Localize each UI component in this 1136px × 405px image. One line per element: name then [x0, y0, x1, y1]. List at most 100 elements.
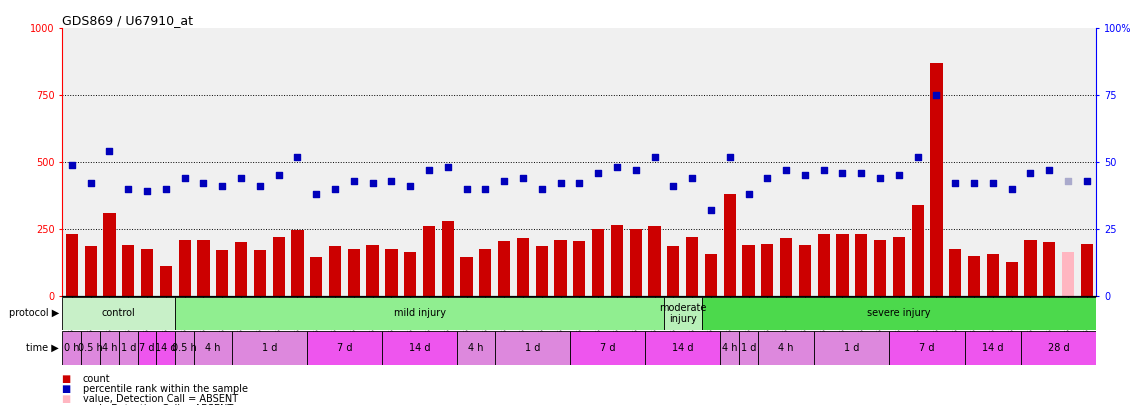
Bar: [498, 241, 510, 296]
Bar: [348, 249, 360, 296]
Point: [344, 177, 362, 184]
Point: [645, 153, 663, 160]
Bar: [574, 241, 585, 296]
Point: [777, 167, 795, 173]
Point: [740, 191, 758, 197]
Text: 14 d: 14 d: [409, 343, 431, 353]
Text: 7 d: 7 d: [140, 343, 154, 353]
Bar: [554, 239, 567, 296]
Bar: [911, 205, 924, 296]
Point: [984, 180, 1002, 187]
Bar: [100, 331, 119, 364]
Text: 0.5 h: 0.5 h: [78, 343, 103, 353]
Point: [1078, 177, 1096, 184]
Point: [533, 185, 551, 192]
Text: percentile rank within the sample: percentile rank within the sample: [83, 384, 248, 394]
Text: 0.5 h: 0.5 h: [173, 343, 197, 353]
Point: [1041, 167, 1059, 173]
Bar: [780, 238, 792, 296]
Text: rank, Detection Call = ABSENT: rank, Detection Call = ABSENT: [83, 404, 233, 405]
Bar: [62, 297, 175, 330]
Text: ■: ■: [62, 384, 75, 394]
Point: [194, 180, 212, 187]
Bar: [629, 229, 642, 296]
Point: [420, 167, 438, 173]
Bar: [175, 297, 663, 330]
Point: [627, 167, 645, 173]
Point: [364, 180, 382, 187]
Bar: [758, 331, 815, 364]
Bar: [457, 331, 495, 364]
Point: [1021, 169, 1039, 176]
Bar: [893, 237, 905, 296]
Bar: [667, 246, 679, 296]
Point: [702, 207, 720, 213]
Bar: [253, 250, 266, 296]
Point: [476, 185, 494, 192]
Text: count: count: [83, 374, 110, 384]
Text: protocol ▶: protocol ▶: [9, 309, 59, 318]
Bar: [82, 331, 100, 364]
Text: 14 d: 14 d: [673, 343, 693, 353]
Text: 14 d: 14 d: [156, 343, 176, 353]
Bar: [103, 213, 116, 296]
Bar: [194, 331, 232, 364]
Text: value, Detection Call = ABSENT: value, Detection Call = ABSENT: [83, 394, 239, 404]
Bar: [385, 249, 398, 296]
Point: [176, 175, 194, 181]
Point: [608, 164, 626, 171]
Bar: [291, 230, 303, 296]
Point: [383, 177, 401, 184]
Point: [137, 188, 156, 195]
Bar: [175, 331, 194, 364]
Bar: [119, 331, 137, 364]
Text: moderate
injury: moderate injury: [659, 303, 707, 324]
Bar: [964, 331, 1021, 364]
Bar: [460, 257, 473, 296]
Text: 4 h: 4 h: [778, 343, 794, 353]
Bar: [968, 256, 980, 296]
Bar: [137, 331, 157, 364]
Bar: [84, 246, 97, 296]
Point: [119, 185, 137, 192]
Point: [720, 153, 738, 160]
Text: 4 h: 4 h: [722, 343, 737, 353]
Bar: [1043, 242, 1055, 296]
Point: [683, 175, 701, 181]
Bar: [423, 226, 435, 296]
Point: [927, 92, 945, 98]
Bar: [310, 257, 323, 296]
Point: [815, 167, 833, 173]
Text: ■: ■: [62, 404, 75, 405]
Point: [289, 153, 307, 160]
Text: 4 h: 4 h: [102, 343, 117, 353]
Point: [889, 172, 908, 179]
Bar: [1021, 331, 1096, 364]
Text: 4 h: 4 h: [206, 343, 220, 353]
Point: [665, 183, 683, 189]
Bar: [66, 234, 78, 296]
Bar: [740, 331, 758, 364]
Bar: [198, 239, 209, 296]
Text: 1 d: 1 d: [844, 343, 860, 353]
Bar: [950, 249, 961, 296]
Point: [758, 175, 776, 181]
Bar: [874, 239, 886, 296]
Point: [1059, 177, 1077, 184]
Text: 28 d: 28 d: [1047, 343, 1069, 353]
Text: 14 d: 14 d: [983, 343, 1003, 353]
Bar: [536, 246, 548, 296]
Point: [590, 169, 608, 176]
Point: [251, 183, 269, 189]
Bar: [178, 239, 191, 296]
Bar: [836, 234, 849, 296]
Bar: [799, 245, 811, 296]
Bar: [442, 221, 454, 296]
Bar: [123, 245, 134, 296]
Text: GDS869 / U67910_at: GDS869 / U67910_at: [62, 14, 193, 27]
Text: 0 h: 0 h: [64, 343, 80, 353]
Bar: [592, 229, 604, 296]
Point: [232, 175, 250, 181]
Bar: [1025, 239, 1036, 296]
Bar: [1005, 262, 1018, 296]
